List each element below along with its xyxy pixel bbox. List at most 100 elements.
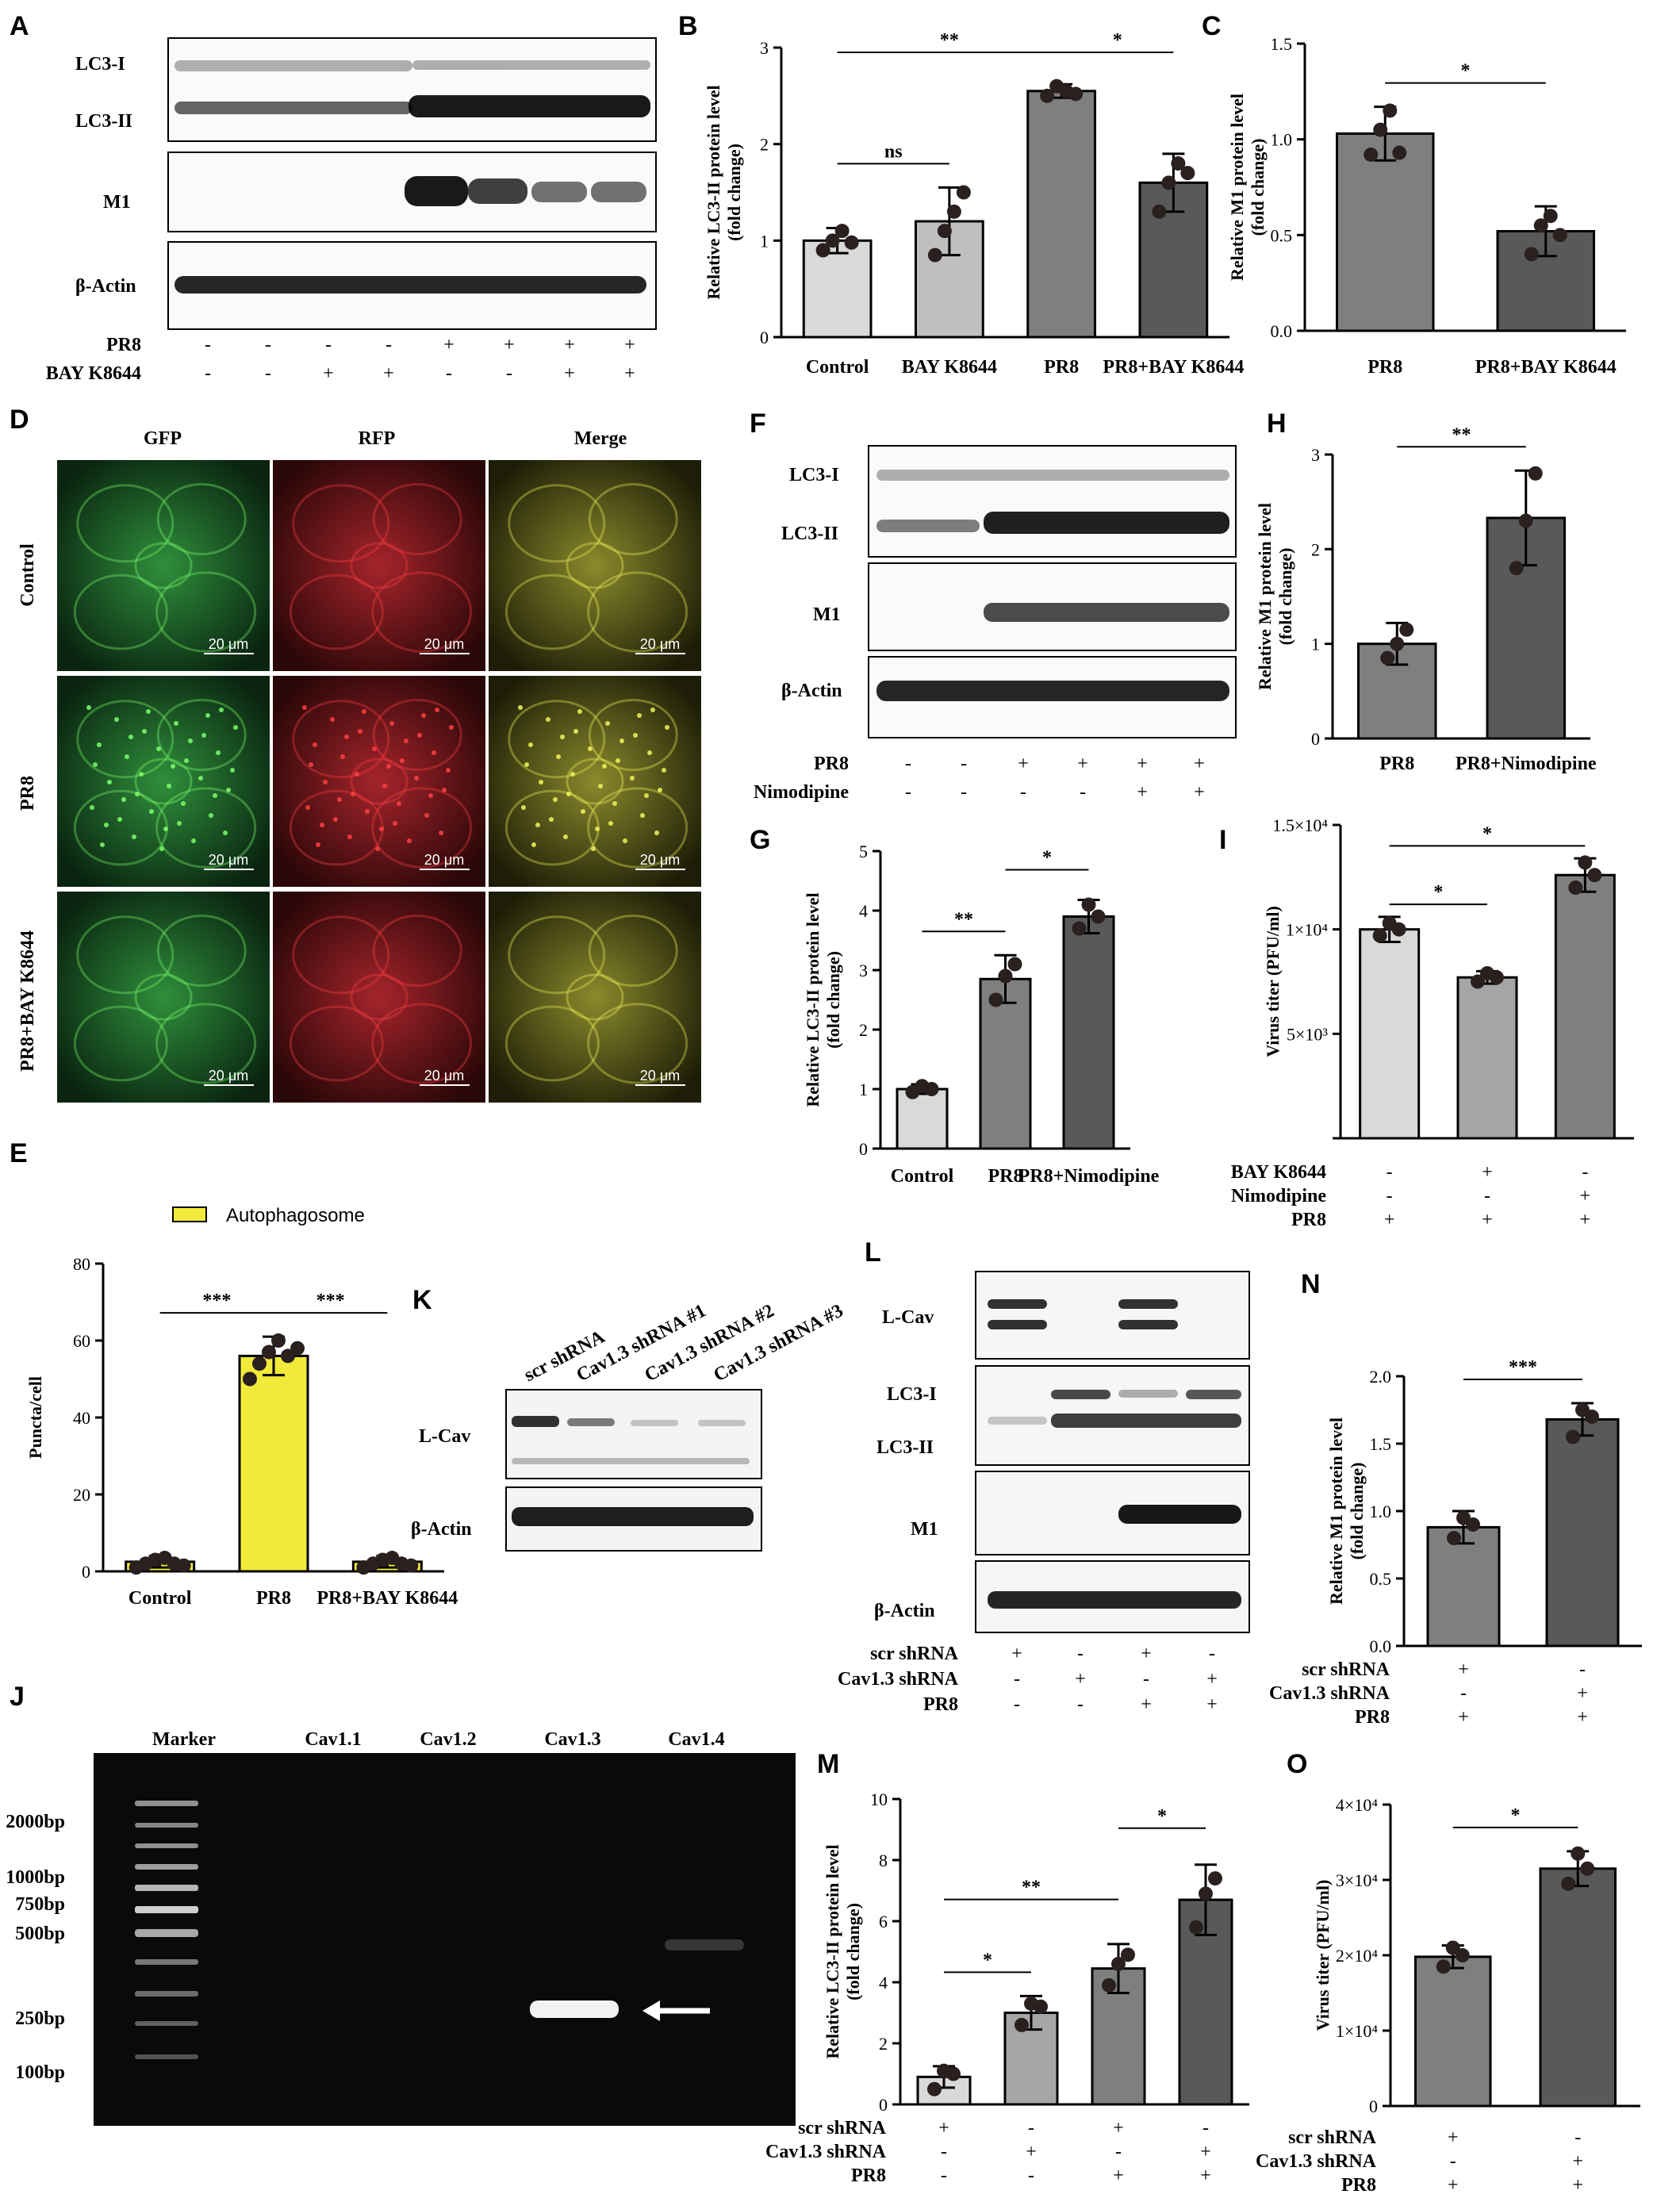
condition-sign: + [1572,2175,1583,2196]
micro-puncta [159,846,164,851]
y-axis-label-units: (fold change) [1275,548,1295,646]
y-axis-label: Virus titer (PFU/ml) [1313,1880,1333,2031]
blot-k: L-Cav β-Actin scr shRNA Cav1.3 shRNA #1 … [411,1301,846,1552]
data-point [825,233,840,248]
data-point [924,1082,939,1096]
y-tick-label: 3 [1311,445,1320,465]
micro-puncta [435,708,439,712]
chart-c: 0.0 0.5 1.0 1.5 Relative M1 protein level (fo… [1227,34,1626,378]
y-axis-label-units: (fold change) [724,144,744,241]
condition-sign: + [1482,1210,1493,1230]
data-point [1111,1956,1126,1971]
micro-puncta [191,838,196,843]
y-tick-label: 2 [1311,539,1320,559]
blot-sign: + [1018,754,1029,774]
micro-cell [587,571,688,653]
data-point [1034,1999,1048,2014]
scale-bar-label: 20 μm [424,1068,464,1084]
scale-bar-label: 20 μm [424,636,464,652]
blot-sign: - [1014,1694,1020,1715]
micro-puncta [637,713,642,718]
micro-puncta [524,762,529,767]
blot-f-row-pr8: PR8 [814,754,849,774]
condition-sign: - [941,2142,947,2162]
blot-sign: + [443,335,455,355]
micro-puncta [177,821,182,826]
y-tick-label: 1.5 [1271,34,1293,54]
data-point [946,2066,961,2081]
x-tick-label: PR8 [256,1588,291,1609]
data-point [1383,103,1398,118]
y-tick-label: 5 [859,842,868,861]
condition-sign: + [1026,2142,1037,2162]
data-point [1208,1871,1222,1886]
y-axis-label: Relative M1 protein level [1326,1417,1346,1605]
significance-label: *** [202,1291,231,1311]
data-point [998,969,1013,984]
micro-puncta [216,750,221,755]
blot-f-row-nimodipine: Nimodipine [754,782,849,803]
gel-lane-cav11: Cav1.1 [305,1729,361,1750]
y-tick-label: 80 [73,1254,90,1274]
condition-sign: + [1577,1707,1588,1728]
data-point [243,1371,257,1387]
bar [979,977,1032,1150]
micro-cell [372,914,462,987]
blot-sign: + [1206,1669,1218,1690]
data-point [1587,868,1602,883]
y-tick-label: 60 [73,1331,90,1351]
micro-image: 20 μm [489,676,701,887]
condition-label: PR8 [851,2165,886,2186]
micro-puncta [351,792,355,796]
micro-cell [587,1003,688,1084]
scale-bar: 20 μm [204,636,254,654]
blot-sign: - [506,363,512,384]
micro-cell [588,482,678,555]
data-point [1552,228,1567,243]
y-tick-label: 8 [879,1851,888,1870]
blot-sign: + [624,363,635,384]
bar [1426,1525,1501,1648]
scale-bar-label: 20 μm [640,1068,680,1084]
y-tick-label: 0 [879,2095,888,2115]
x-tick-label: PR8 [1379,754,1414,774]
micro-image-bg [57,892,270,1103]
micro-puncta [518,705,523,710]
data-point [927,247,942,263]
x-tick-label: Control [128,1588,192,1609]
micro-image-bg [273,676,485,887]
y-axis-label: Puncta/cell [25,1376,45,1459]
scale-bar: 20 μm [635,852,685,870]
panel-letter-k: K [412,1285,432,1315]
data-point [956,185,971,200]
micro-image-bg [489,676,701,887]
data-point [1390,636,1405,651]
bar [238,1354,309,1573]
y-axis-label: Relative LC3-II protein level [823,1844,842,2058]
micro-cell [372,482,462,555]
data-point [1171,156,1186,171]
panel-letter-d: D [10,405,29,435]
y-tick-label: 4 [859,901,868,921]
data-point [1040,88,1055,103]
gel-ladder-500: 500bp [15,1924,65,1944]
condition-sign: + [1458,1707,1469,1728]
condition-label: BAY K8644 [1231,1162,1326,1183]
micro-cell [292,484,390,563]
data-point [1566,1429,1580,1444]
micro-puncta [309,762,313,767]
micro-puncta [644,793,649,798]
micro-cell [134,542,193,589]
bar [896,1087,949,1150]
significance-label: ** [1022,1878,1041,1898]
x-tick-label: PR8+Nimodipine [1018,1166,1160,1187]
blot-sign: + [383,363,394,384]
micro-cell [155,1003,257,1084]
y-tick-label: 1.5 [1370,1434,1392,1454]
micro-puncta [553,797,558,802]
y-tick-label: 3 [859,961,868,980]
micro-cell [292,700,390,779]
blot-l-lcav-box [975,1271,1250,1360]
condition-label: scr shRNA [1302,1659,1390,1680]
blot-l-label-lc3-ii: LC3-II [876,1437,934,1458]
